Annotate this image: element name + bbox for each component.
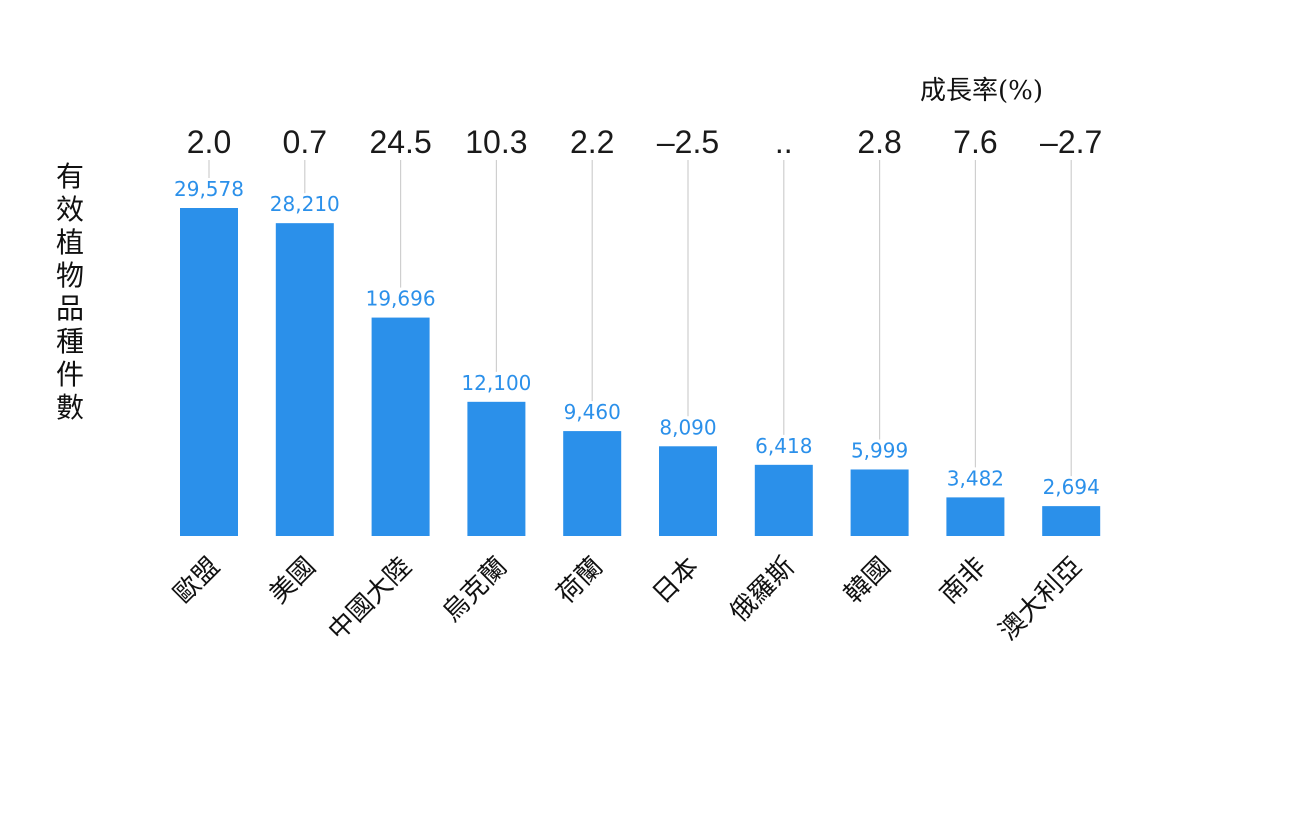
growth-rate-label: 0.7 xyxy=(283,124,327,160)
category-label: 南非 xyxy=(934,552,992,610)
growth-rate-label: –2.7 xyxy=(1040,124,1102,160)
bar xyxy=(180,208,238,536)
growth-rate-label: 10.3 xyxy=(465,124,527,160)
bar xyxy=(851,469,909,536)
category-label: 歐盟 xyxy=(168,552,226,610)
category-label: 荷蘭 xyxy=(551,552,609,610)
growth-rate-label: –2.5 xyxy=(657,124,719,160)
value-label: 6,418 xyxy=(755,434,812,458)
category-label: 烏克蘭 xyxy=(437,552,513,628)
bar xyxy=(563,431,621,536)
bar xyxy=(372,318,430,536)
growth-rate-label: 2.2 xyxy=(570,124,614,160)
bar xyxy=(946,497,1004,536)
bar xyxy=(276,223,334,536)
value-label: 2,694 xyxy=(1043,475,1100,499)
category-label: 中國大陸 xyxy=(323,552,418,647)
growth-rate-label: 2.8 xyxy=(857,124,901,160)
bar xyxy=(1042,506,1100,536)
value-label: 28,210 xyxy=(270,192,340,216)
growth-rate-label: .. xyxy=(775,124,793,160)
bar xyxy=(467,402,525,536)
category-label: 美國 xyxy=(264,552,322,610)
value-label: 8,090 xyxy=(659,415,716,439)
growth-rate-label: 2.0 xyxy=(187,124,231,160)
category-label: 韓國 xyxy=(839,552,897,610)
category-label: 澳大利亞 xyxy=(993,552,1088,647)
value-label: 29,578 xyxy=(174,177,244,201)
bar xyxy=(659,446,717,536)
growth-rate-label: 24.5 xyxy=(369,124,431,160)
bar xyxy=(755,465,813,536)
category-label: 俄羅斯 xyxy=(724,552,800,628)
value-label: 5,999 xyxy=(851,438,908,462)
value-label: 19,696 xyxy=(366,287,436,311)
value-label: 12,100 xyxy=(461,371,531,395)
category-label: 日本 xyxy=(647,552,705,610)
growth-rate-label: 7.6 xyxy=(953,124,997,160)
value-label: 9,460 xyxy=(564,400,621,424)
value-label: 3,482 xyxy=(947,466,1004,490)
